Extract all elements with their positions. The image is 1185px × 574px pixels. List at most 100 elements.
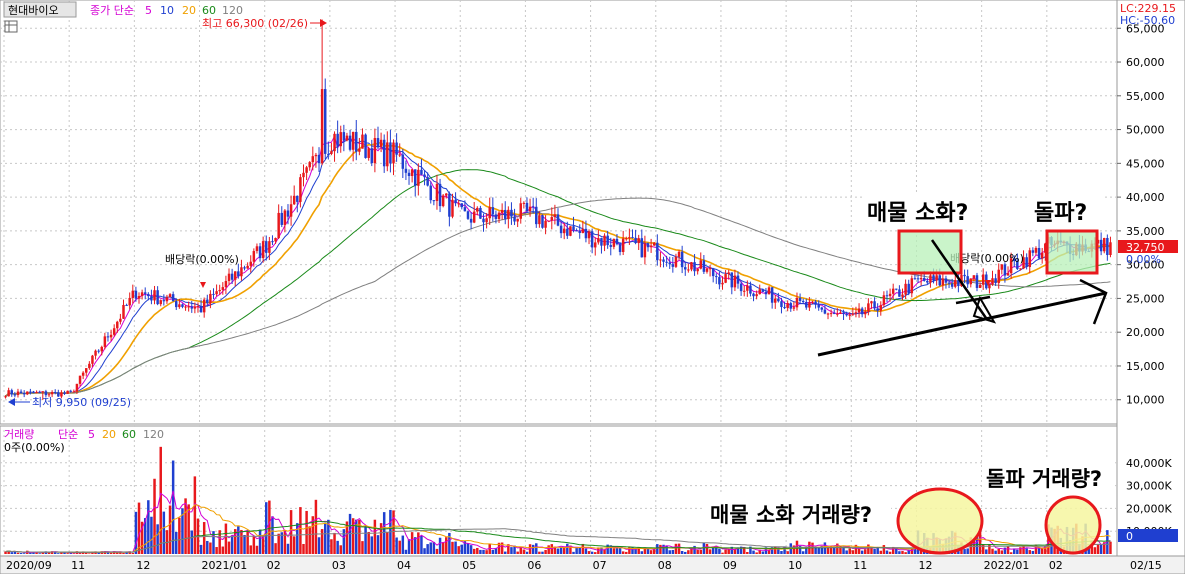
candle-body xyxy=(258,246,262,259)
candle-body xyxy=(631,237,634,239)
volume-bar xyxy=(680,551,684,554)
candle-body xyxy=(578,230,581,233)
candle-body xyxy=(1025,257,1028,268)
candle-body xyxy=(376,138,380,147)
volume-bar xyxy=(978,529,982,554)
volume-bar xyxy=(724,549,727,554)
candle-body xyxy=(1044,243,1047,253)
candle-body xyxy=(209,293,212,304)
volume-bar xyxy=(587,551,591,554)
candle-body xyxy=(805,301,808,308)
volume-bar xyxy=(898,551,901,554)
candle-body xyxy=(516,218,519,222)
volume-bar xyxy=(392,510,395,554)
candle-body xyxy=(417,169,420,186)
candle-body xyxy=(330,151,333,154)
candle-body xyxy=(311,156,315,163)
candle-body xyxy=(53,392,57,394)
volume-bar xyxy=(1090,540,1094,554)
volume-bar xyxy=(435,548,439,554)
candle-body xyxy=(271,241,274,243)
candle-body xyxy=(38,392,41,394)
candle-body xyxy=(904,283,907,295)
selloff-volume-ellipse xyxy=(896,487,984,555)
volume-bar xyxy=(687,550,690,554)
volume-bar xyxy=(463,541,467,554)
volume-bar xyxy=(786,551,789,554)
candle-body xyxy=(308,162,311,168)
candle-body xyxy=(547,220,550,222)
volume-bar xyxy=(1109,541,1112,554)
volume-bar xyxy=(355,519,358,554)
candle-body xyxy=(696,268,699,272)
volume-bar xyxy=(299,507,302,554)
candle-body xyxy=(395,142,398,155)
volume-bar xyxy=(202,522,206,554)
volume-bar xyxy=(733,548,737,554)
candle-body xyxy=(426,177,429,186)
volume-bar xyxy=(1093,547,1097,554)
price-tick-label: 25,000 xyxy=(1126,292,1165,305)
candle-body xyxy=(432,200,436,202)
candle-body xyxy=(699,260,703,269)
volume-bar xyxy=(823,542,827,554)
candle-body xyxy=(1106,238,1109,255)
dividend-arrow-2-icon xyxy=(985,280,991,286)
candle-body xyxy=(823,309,827,314)
volume-bar xyxy=(277,533,280,554)
volume-bar xyxy=(879,550,883,554)
candle-body xyxy=(705,268,709,272)
candle-body xyxy=(566,228,569,236)
candle-body xyxy=(954,280,957,287)
candle-body xyxy=(286,210,290,217)
volume-bar xyxy=(178,517,181,554)
volume-bar xyxy=(78,552,82,554)
candle-body xyxy=(327,153,330,155)
volume-bar xyxy=(457,546,460,554)
table-icon[interactable] xyxy=(4,20,18,33)
candle-body xyxy=(1009,258,1013,274)
candle-body xyxy=(221,287,225,290)
volume-bar xyxy=(72,553,76,554)
breakout-label-bg xyxy=(1030,192,1102,228)
volume-tick-label: 20,000K xyxy=(1126,502,1172,515)
volume-bar xyxy=(386,532,389,554)
stock-name-box[interactable] xyxy=(3,1,77,18)
volume-bar xyxy=(1040,547,1044,554)
candle-body xyxy=(100,346,104,352)
volume-bar xyxy=(684,551,687,554)
candle-body xyxy=(702,260,706,272)
volume-bar xyxy=(128,551,131,554)
volume-bar xyxy=(696,549,699,554)
volume-bar xyxy=(137,502,141,554)
volume-bar xyxy=(466,543,470,554)
candle-body xyxy=(674,256,678,267)
volume-bar xyxy=(441,542,445,554)
candle-body xyxy=(687,269,690,271)
volume-bar xyxy=(677,543,681,554)
ma-5-label: 5 xyxy=(145,4,152,17)
candle-body xyxy=(206,299,209,304)
candle-body xyxy=(975,275,979,288)
candle-body xyxy=(860,308,864,315)
breakout-volume-label-bg xyxy=(982,460,1114,494)
candle-body xyxy=(652,242,656,246)
candle-body xyxy=(814,301,817,305)
hc-value: HC:-50.60 xyxy=(1120,14,1175,27)
candle-body xyxy=(466,211,470,219)
volume-bar xyxy=(538,551,541,554)
volume-bar xyxy=(649,550,653,554)
volume-bar xyxy=(258,529,262,554)
small-trend-line xyxy=(955,295,991,305)
candle-body xyxy=(237,271,240,277)
price-legend-label: 종가 단순 xyxy=(90,4,134,17)
candle-body xyxy=(1109,242,1112,255)
trend-arrow-icon xyxy=(1079,278,1108,325)
volume-bar xyxy=(240,529,243,554)
candle-body xyxy=(320,89,324,164)
volume-bar xyxy=(193,476,197,554)
volume-bar xyxy=(460,544,464,554)
candle-body xyxy=(184,306,187,308)
volume-bar xyxy=(901,551,904,554)
